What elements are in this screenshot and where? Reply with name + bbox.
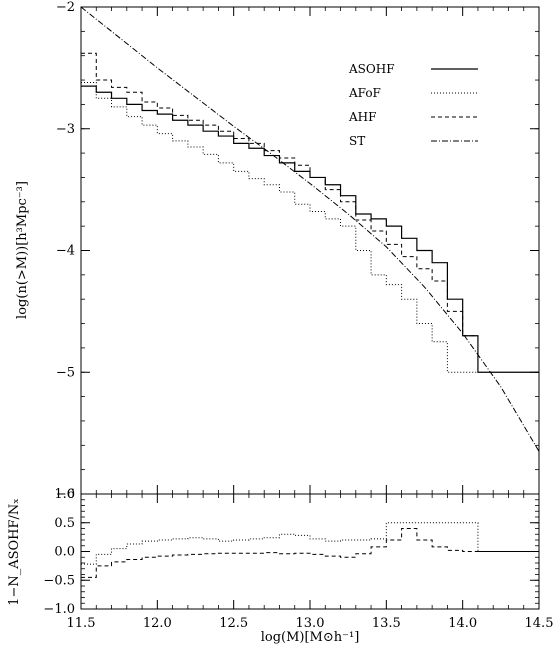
- ratio-panel: 1.0 0.5 0.0 −0.5 −1.011.5 12.0 12.5 13.0 13.5 14.…: [7, 487, 553, 645]
- top-series-afof: [81, 81, 478, 373]
- top-ytick-label: −4: [56, 244, 75, 259]
- bottom-ytick-label: −1.0: [43, 602, 75, 617]
- x-tick-label: 14.0: [448, 616, 477, 631]
- top-ytick-label: −3: [56, 122, 75, 137]
- legend-label-asohf: ASOHF: [348, 62, 395, 76]
- mass-function-panel: −2 −3 −4 −5 −6 log(n(>M))[h³Mpc⁻³]: [15, 0, 540, 502]
- top-y-axis-label: log(n(>M))[h³Mpc⁻³]: [15, 181, 30, 319]
- top-ytick-label: −6: [56, 487, 75, 502]
- legend-label-ahf: AHF: [348, 110, 376, 124]
- bottom-y-axis-label: 1−N_ASOHF/Nₓ: [7, 498, 22, 606]
- x-axis-label: log(M)[M⊙h⁻¹]: [261, 630, 360, 645]
- bottom-ytick-label: 0.5: [54, 516, 75, 531]
- top-series: [80, 6, 540, 452]
- legend-label-afof: AFoF: [348, 86, 381, 100]
- bottom-ytick-label: 0.0: [54, 545, 75, 560]
- bottom-ytick-label: 1.0: [54, 487, 75, 502]
- bottom-series-line-0: [81, 522, 539, 565]
- top-ticks: −2 −3 −4 −5 −6: [56, 0, 540, 502]
- top-plot-frame: [80, 6, 540, 495]
- top-series-ahf: [81, 52, 478, 337]
- bottom-series: [81, 522, 539, 578]
- legend-label-st: ST: [349, 134, 365, 148]
- top-ytick-label: −2: [56, 0, 75, 15]
- bottom-series-line-1: [81, 528, 539, 578]
- x-tick-label: 14.5: [525, 616, 554, 631]
- x-tick-label: 11.5: [67, 616, 96, 631]
- legend: ASOHF AFoF AHF ST: [348, 62, 478, 148]
- x-tick-label: 12.5: [219, 616, 248, 631]
- bottom-ytick-label: −0.5: [43, 573, 75, 588]
- bottom-ticks: 1.0 0.5 0.0 −0.5 −1.011.5 12.0 12.5 13.0 13.5 14.…: [43, 487, 553, 631]
- x-tick-label: 12.0: [143, 616, 172, 631]
- top-series-asohf: [81, 85, 539, 373]
- x-tick-label: 13.5: [372, 616, 401, 631]
- top-ytick-label: −5: [56, 365, 75, 380]
- top-series-st: [80, 6, 540, 452]
- x-tick-label: 13.0: [296, 616, 325, 631]
